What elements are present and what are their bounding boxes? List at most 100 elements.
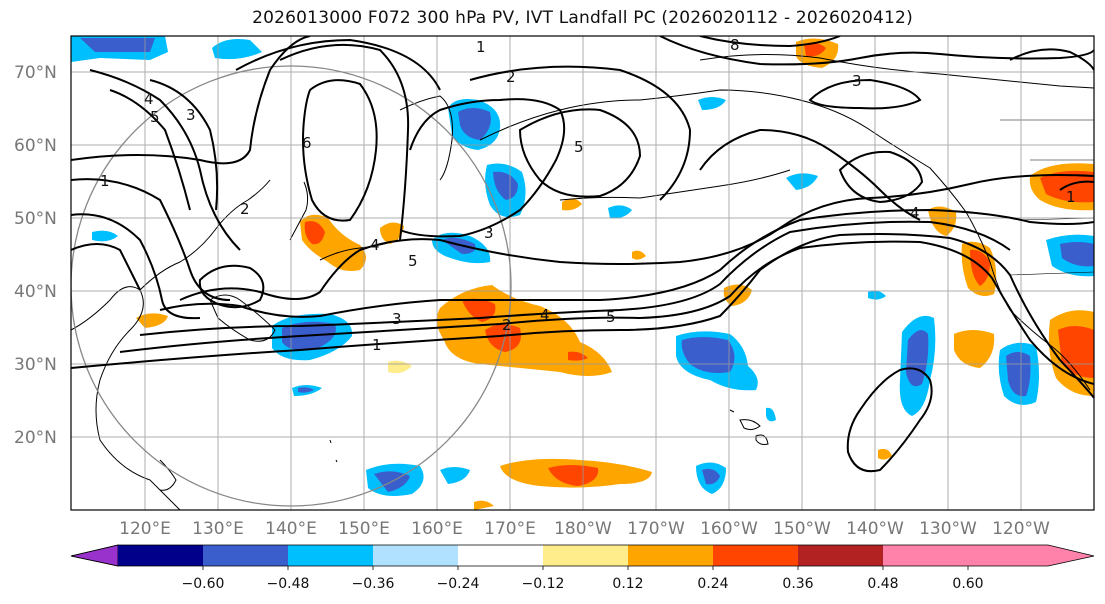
contour-line (198, 264, 265, 309)
colorbar-tick: 0.36 (782, 576, 813, 592)
coast-arctic (699, 53, 1094, 89)
contour-labels: 1 2 3 4 5 6 8 1 2 3 4 5 3 4 5 1 2 3 4 5 … (100, 36, 1076, 354)
colorbar-tick: −0.48 (267, 576, 310, 592)
shade-blob (212, 39, 262, 60)
contour-line (235, 38, 441, 91)
coast-japan (209, 294, 276, 342)
contour-label: 2 (502, 316, 512, 334)
contour-label: 1 (1066, 188, 1076, 206)
shade-blob (702, 468, 720, 485)
lon-label: 120°E (119, 519, 171, 539)
colorbar-bin (118, 545, 203, 566)
contour-line (846, 367, 933, 473)
coast-sakhalin (289, 181, 309, 241)
lon-label: 180°W (554, 519, 612, 539)
contour-label: 5 (606, 308, 616, 326)
lon-label: 140°E (265, 519, 317, 539)
contour-line (699, 128, 921, 221)
contour-label: 4 (910, 204, 920, 222)
shade-blob (298, 387, 314, 393)
contour-line (838, 150, 924, 204)
contour-line (699, 36, 841, 48)
shade-blob (462, 298, 496, 322)
coast-asia-north (139, 179, 271, 291)
colorbar: −0.60 −0.48 −0.36 −0.24 −0.12 0.12 0.24 … (70, 544, 1095, 592)
contour-label: 2 (240, 200, 250, 218)
colorbar-extend-left (70, 544, 119, 567)
lat-label: 60°N (14, 136, 57, 156)
coast-islands (159, 439, 338, 491)
lat-label: 30°N (14, 355, 57, 375)
lon-label: 130°W (919, 519, 977, 539)
shade-blob (136, 313, 168, 328)
contour-label: 5 (408, 252, 418, 270)
lon-label: 130°E (192, 519, 244, 539)
colorbar-tick: −0.12 (522, 576, 565, 592)
colorbar-bin (373, 545, 458, 566)
lat-label: 40°N (14, 282, 57, 302)
contour-line (399, 98, 566, 238)
contour-label: 6 (302, 134, 312, 152)
colorbar-tick: −0.60 (182, 576, 225, 592)
contour-label: 3 (852, 72, 862, 90)
borders (1000, 119, 1094, 276)
colorbar-bin (628, 545, 713, 566)
lon-label: 170°E (484, 519, 536, 539)
contour-label: 8 (730, 36, 740, 54)
contour-line (71, 178, 231, 301)
shade-blob (878, 448, 892, 460)
contour-line (89, 69, 241, 251)
latitude-labels: 70°N 60°N 50°N 40°N 30°N 20°N (14, 63, 57, 448)
shade-blob (608, 205, 632, 219)
contour-line (302, 79, 378, 222)
contour-label: 4 (370, 236, 380, 254)
lon-label: 170°W (627, 519, 685, 539)
ivt-contours (71, 36, 1094, 473)
colorbar-tick: 0.12 (612, 576, 643, 592)
lon-label: 160°E (411, 519, 463, 539)
coast-hawaii (729, 409, 769, 445)
coast-kamchatka (399, 95, 453, 181)
shade-blob (548, 465, 599, 486)
contour-label: 4 (540, 306, 550, 324)
contour-line (279, 43, 410, 241)
contour-line (71, 213, 201, 320)
shade-blob (458, 108, 491, 140)
colorbar-tick: 0.24 (697, 576, 728, 592)
contour-line (71, 36, 311, 165)
colorbar-bin (798, 545, 883, 566)
contour-line (469, 65, 692, 201)
contour-line (109, 89, 191, 211)
range-circle (71, 65, 512, 507)
contour-label: 5 (150, 108, 160, 126)
coast-bering (479, 89, 801, 141)
colorbar-tick: 0.60 (952, 576, 983, 592)
coast-aleutians (559, 169, 791, 201)
contour-line (71, 243, 141, 291)
lon-label: 150°E (338, 519, 390, 539)
contour-line (1009, 48, 1094, 71)
shade-blob (766, 407, 776, 422)
shade-blob (304, 221, 325, 245)
contour-label: 1 (100, 172, 110, 190)
colorbar-tick: −0.36 (352, 576, 395, 592)
contour-label: 1 (476, 38, 486, 56)
contour-label: 3 (484, 224, 494, 242)
colorbar-outline (70, 544, 1095, 567)
map-border (70, 35, 1095, 511)
shaded-anomalies (71, 36, 1094, 510)
contour-line (119, 240, 1094, 385)
contour-line (159, 208, 1094, 318)
shade-blob (562, 198, 582, 211)
shade-blob (970, 249, 990, 286)
longitude-labels: 120°E 130°E 140°E 150°E 160°E 170°E 180°… (119, 519, 1050, 539)
contour-line (808, 78, 922, 110)
shade-blob (80, 38, 155, 52)
shade-blob (868, 290, 886, 300)
colorbar-bin (713, 545, 798, 566)
colorbar-tick: −0.24 (437, 576, 480, 592)
colorbar-bin (543, 545, 628, 566)
contour-label: 3 (186, 106, 196, 124)
colorbar-bin (458, 545, 543, 566)
coast-na-west (799, 99, 1091, 391)
